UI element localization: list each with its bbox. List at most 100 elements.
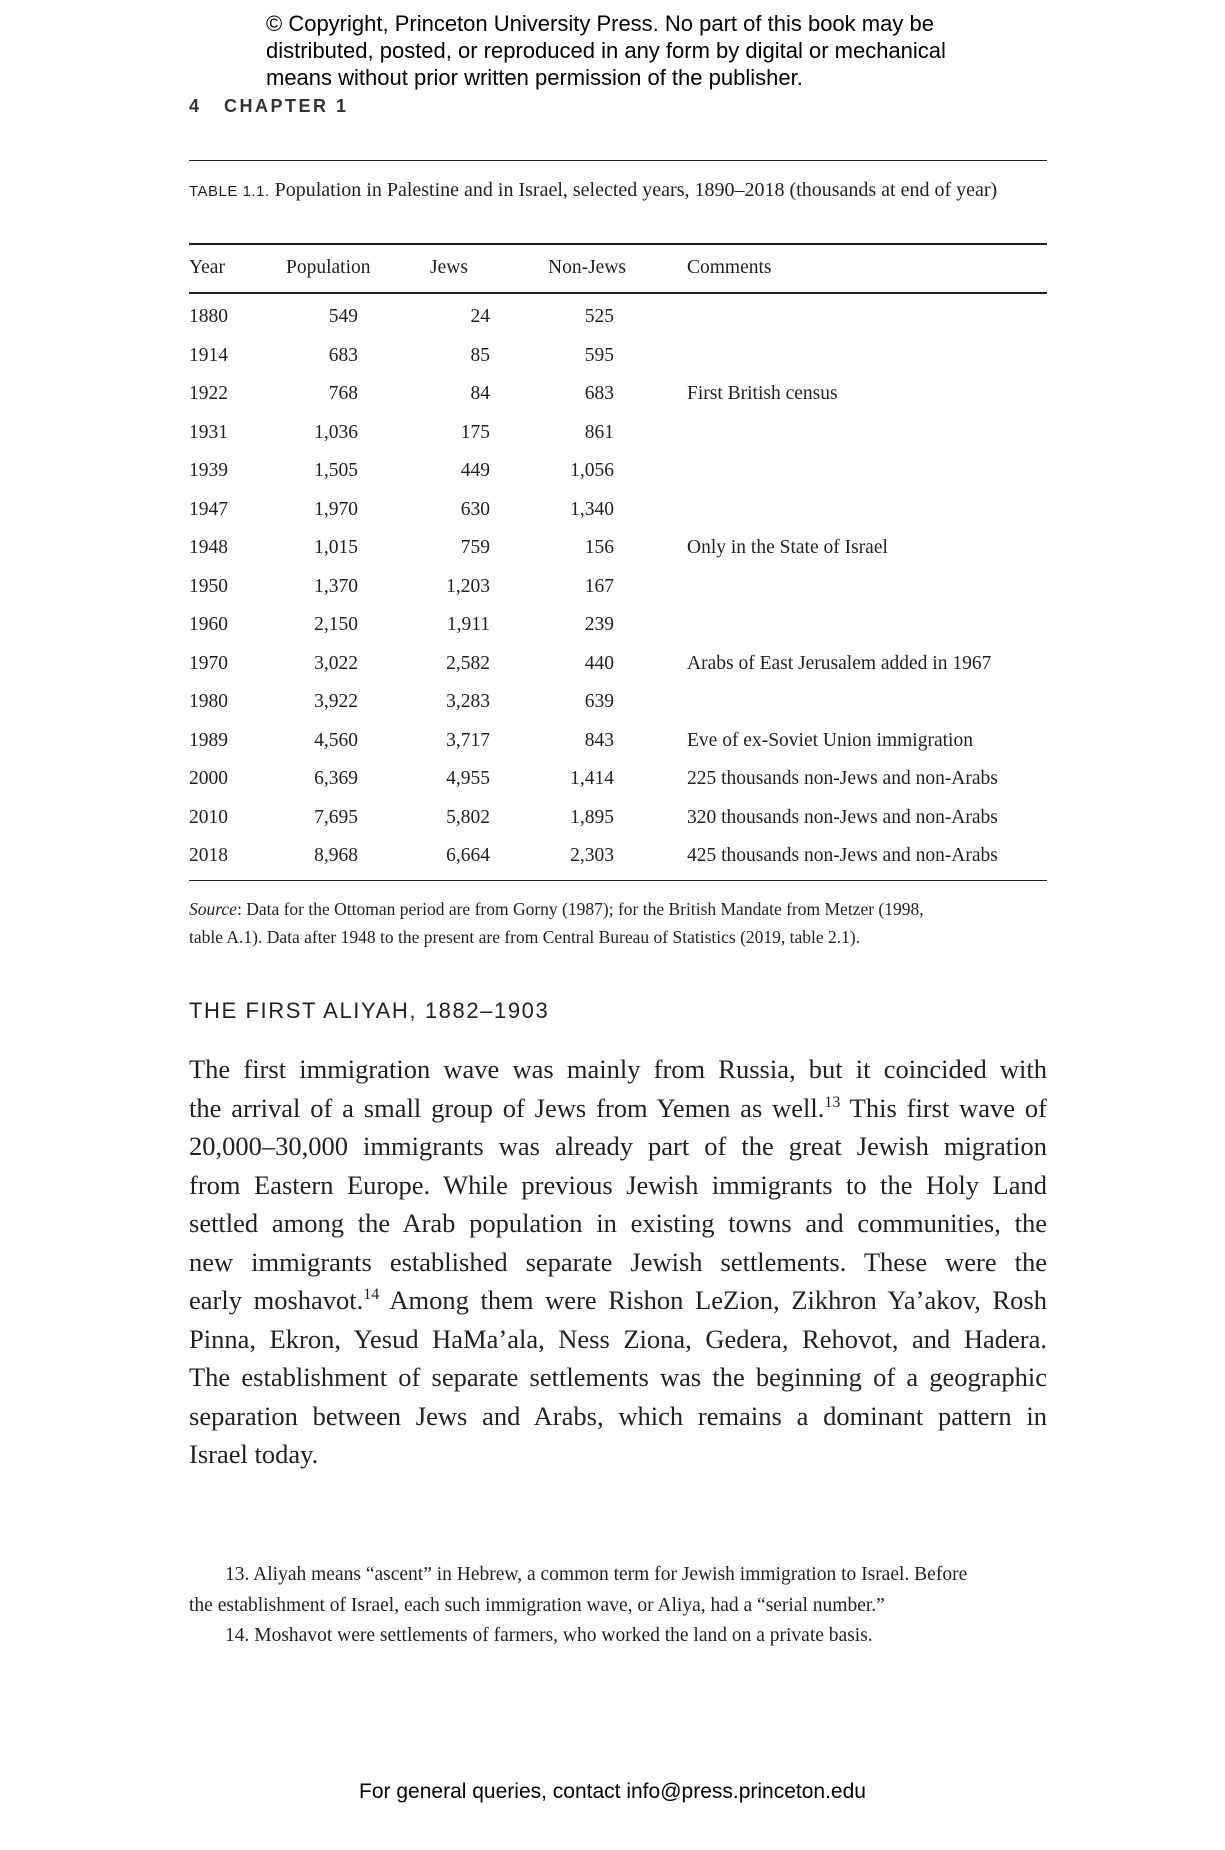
cell-jews: 2,582 — [446, 652, 490, 674]
text-run: the arrival of a small group of Jews fro… — [189, 1092, 825, 1123]
cell-population: 768 — [328, 383, 358, 404]
cell-non-jews: 595 — [584, 344, 614, 366]
cell-population: 3,922 — [314, 691, 358, 712]
cell-comments: Arabs of East Jerusalem added in 1967 — [687, 652, 992, 674]
cell-population: 2,150 — [314, 614, 358, 635]
table-source-note: Source: Data for the Ottoman period are … — [189, 895, 924, 951]
cell-population: 1,970 — [314, 498, 358, 520]
paragraph-line: new immigrants established separate Jewi… — [189, 1246, 1047, 1277]
cell-comments: 425 thousands non-Jews and non-Arabs — [687, 845, 998, 866]
paragraph-line: the arrival of a small group of Jews fro… — [189, 1089, 1047, 1128]
cell-jews: 630 — [460, 498, 490, 520]
paragraph-line: early moshavot.14 Among them were Rishon… — [189, 1281, 1047, 1320]
source-line: table A.1). Data after 1948 to the prese… — [189, 927, 861, 947]
cell-non-jews: 1,414 — [570, 768, 614, 789]
cell-non-jews: 167 — [584, 575, 614, 597]
paragraph-line: The first immigration wave was mainly fr… — [189, 1054, 1047, 1084]
cell-year: 1939 — [189, 460, 228, 481]
cell-jews: 3,283 — [446, 691, 490, 712]
cell-non-jews: 639 — [584, 691, 614, 712]
section-heading: THE FIRST ALIYAH, 1882–1903 — [189, 998, 550, 1023]
cell-jews: 3,717 — [446, 729, 490, 751]
cell-comments: Only in the State of Israel — [687, 537, 888, 558]
cell-year: 2010 — [189, 806, 228, 828]
cell-population: 1,015 — [314, 537, 358, 558]
cell-comments: 320 thousands non-Jews and non-Arabs — [687, 806, 998, 828]
paragraph-line: separation between Jews and Arabs, which… — [189, 1400, 1047, 1431]
cell-population: 1,505 — [314, 460, 358, 481]
copyright-notice: © Copyright, Princeton University Press.… — [266, 10, 946, 91]
cell-jews: 5,802 — [446, 806, 490, 828]
text-run: This first wave of — [840, 1092, 1048, 1123]
cell-jews: 449 — [460, 460, 490, 481]
cell-population: 7,695 — [314, 806, 358, 828]
cell-non-jews: 1,895 — [570, 806, 614, 828]
cell-year: 1948 — [189, 537, 228, 558]
cell-population: 6,369 — [314, 768, 358, 789]
cell-jews: 84 — [470, 383, 491, 404]
cell-population: 1,036 — [314, 421, 358, 443]
cell-non-jews: 1,340 — [570, 498, 614, 520]
cell-jews: 4,955 — [446, 768, 490, 789]
cell-comments: 225 thousands non-Jews and non-Arabs — [687, 768, 998, 789]
column-header-non-jews: Non-Jews — [548, 257, 626, 278]
cell-non-jews: 1,056 — [570, 460, 614, 481]
column-header-year: Year — [189, 257, 225, 278]
footnote-13: 13. Aliyah means “ascent” in Hebrew, a c… — [225, 1564, 968, 1585]
cell-year: 1914 — [189, 344, 228, 366]
cell-comments: Eve of ex-Soviet Union immigration — [687, 729, 973, 751]
cell-jews: 759 — [460, 537, 490, 558]
column-header-jews: Jews — [430, 257, 468, 278]
cell-non-jews: 156 — [584, 537, 614, 558]
footnote-13-cont: the establishment of Israel, each such i… — [189, 1594, 885, 1616]
cell-year: 1960 — [189, 614, 228, 635]
paragraph-line: settled among the Arab population in exi… — [189, 1208, 1047, 1238]
cell-population: 3,022 — [314, 652, 358, 674]
cell-population: 1,370 — [314, 575, 358, 597]
column-header-comments: Comments — [687, 257, 772, 278]
cell-population: 549 — [328, 306, 358, 327]
footnote-ref[interactable]: 13 — [824, 1093, 841, 1111]
cell-jews: 1,203 — [446, 575, 490, 597]
cell-population: 8,968 — [314, 845, 358, 866]
column-header-population: Population — [286, 257, 371, 278]
cell-year: 1922 — [189, 383, 228, 404]
paragraph-line: Israel today. — [189, 1439, 319, 1469]
cell-population: 683 — [328, 344, 358, 366]
cell-year: 1989 — [189, 729, 228, 751]
cell-jews: 6,664 — [446, 845, 490, 866]
cell-jews: 85 — [470, 344, 491, 366]
table-top-rule — [189, 160, 1047, 161]
cell-non-jews: 525 — [584, 306, 614, 327]
cell-jews: 24 — [470, 306, 491, 327]
cell-year: 1880 — [189, 306, 228, 327]
cell-non-jews: 440 — [584, 652, 614, 674]
table-header-top-rule — [189, 243, 1047, 245]
cell-jews: 175 — [460, 421, 490, 443]
source-line: : Data for the Ottoman period are from G… — [236, 899, 924, 919]
paragraph-line: from Eastern Europe. While previous Jewi… — [189, 1169, 1047, 1200]
table-header-bottom-rule — [189, 292, 1047, 294]
cell-year: 2000 — [189, 768, 228, 789]
cell-year: 1947 — [189, 498, 228, 520]
cell-non-jews: 843 — [584, 729, 614, 751]
body-paragraph: The first immigration wave was mainly fr… — [189, 1050, 1047, 1474]
cell-year: 2018 — [189, 845, 228, 866]
paragraph-line: The establishment of separate settlement… — [189, 1362, 1047, 1392]
footnotes: 13. Aliyah means “ascent” in Hebrew, a c… — [189, 1560, 1047, 1652]
cell-non-jews: 239 — [584, 614, 614, 635]
paragraph-line: Pinna, Ekron, Yesud HaMa’ala, Ness Ziona… — [189, 1323, 1047, 1354]
source-label: Source — [189, 899, 237, 919]
footnote-ref[interactable]: 14 — [363, 1286, 380, 1304]
copyright-line: distributed, posted, or reproduced in an… — [266, 38, 946, 63]
table-caption: TABLE 1.1. Population in Palestine and i… — [189, 176, 1009, 206]
text-run: Among them were Rishon LeZion, Zikhron Y… — [379, 1285, 1047, 1315]
page-number: 4 — [189, 96, 202, 116]
paragraph-line: 20,000–30,000 immigrants was already par… — [189, 1131, 1047, 1161]
footer-contact: For general queries, contact info@press.… — [359, 1780, 866, 1803]
chapter-label: CHAPTER 1 — [224, 96, 349, 116]
table-bottom-rule — [189, 880, 1047, 881]
running-head: 4 CHAPTER 1 — [189, 96, 349, 117]
table-caption-text: Population in Palestine and in Israel, s… — [274, 179, 998, 201]
cell-year: 1970 — [189, 652, 228, 674]
